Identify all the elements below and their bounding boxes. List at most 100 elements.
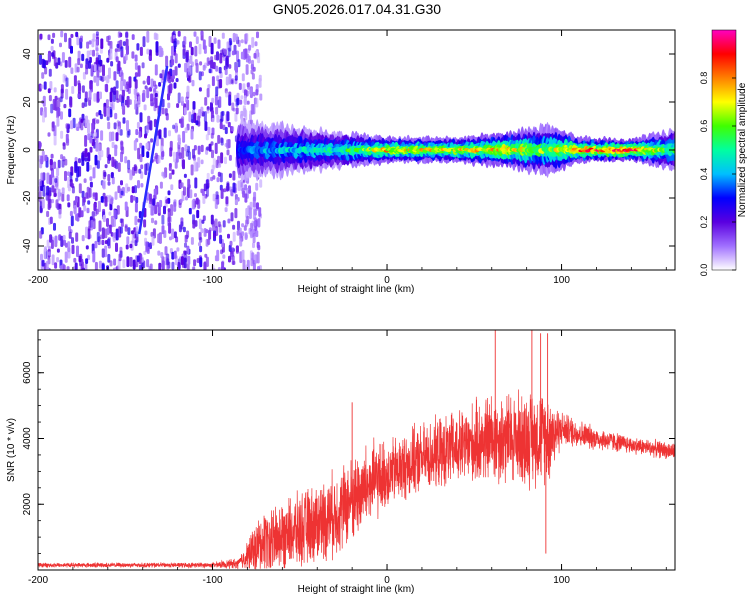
noise-cell [167, 211, 171, 223]
noise-cell [168, 172, 172, 180]
noise-cell [164, 108, 168, 116]
noise-cell [45, 261, 49, 270]
noise-cell [78, 207, 82, 218]
noise-cell [171, 59, 175, 66]
noise-cell [169, 83, 173, 91]
noise-cell [110, 87, 114, 93]
noise-cell [211, 97, 215, 104]
noise-cell [133, 164, 137, 172]
noise-cell [126, 256, 130, 268]
noise-cell [203, 262, 207, 270]
noise-cell [108, 154, 112, 161]
noise-cell [71, 186, 75, 194]
noise-cell [112, 161, 116, 166]
noise-cell [52, 32, 56, 38]
noise-cell [75, 232, 79, 242]
noise-cell [39, 33, 43, 40]
noise-cell [84, 135, 88, 147]
noise-cell [139, 46, 143, 56]
noise-cell [65, 123, 69, 129]
noise-cell [234, 269, 236, 270]
noise-cell [183, 107, 187, 115]
noise-cell [61, 192, 65, 202]
noise-cell [93, 203, 97, 211]
noise-cell [60, 88, 64, 99]
noise-cell [186, 263, 190, 270]
noise-cell [110, 61, 114, 67]
noise-cell [54, 178, 58, 183]
noise-cell [75, 177, 79, 182]
noise-cell [205, 179, 209, 190]
noise-cell [40, 155, 44, 165]
noise-cell [80, 35, 83, 43]
noise-cell [232, 170, 236, 181]
noise-cell [87, 228, 91, 240]
noise-cell [40, 253, 43, 261]
noise-cell [234, 208, 238, 219]
noise-cell [98, 220, 102, 232]
noise-cell [149, 242, 152, 250]
noise-cell [104, 196, 108, 207]
noise-cell [258, 74, 262, 82]
noise-cell [171, 251, 175, 260]
noise-cell [87, 200, 91, 205]
noise-cell [126, 95, 130, 108]
noise-cell [193, 31, 197, 37]
noise-cell [124, 201, 128, 211]
noise-cell [154, 220, 158, 225]
noise-cell [214, 197, 218, 209]
noise-cell [244, 48, 248, 59]
noise-cell [135, 196, 139, 204]
noise-cell [124, 53, 128, 61]
noise-cell [64, 32, 67, 43]
noise-cell [219, 53, 223, 64]
noise-cell [256, 241, 260, 249]
noise-cell [50, 239, 54, 249]
noise-cell [86, 50, 90, 61]
noise-cell [193, 160, 197, 172]
noise-cell [73, 75, 77, 87]
colorbar-gradient [711, 29, 737, 271]
noise-cell [90, 219, 94, 229]
noise-cell [137, 218, 141, 223]
noise-cell [256, 251, 260, 264]
noise-cell [154, 204, 158, 215]
noise-cell [100, 196, 104, 203]
snr-panel: -200 -100 0 100 2000 4000 6000 Height of strai… [6, 329, 676, 595]
noise-cell [235, 199, 238, 205]
noise-cell [115, 56, 119, 63]
noise-cell [192, 266, 196, 270]
noise-cell [150, 102, 154, 107]
noise-cell [75, 213, 78, 221]
noise-cell [153, 99, 157, 112]
noise-cell [92, 167, 96, 179]
noise-cell [109, 48, 113, 60]
noise-cell [204, 97, 208, 106]
noise-cell [89, 181, 93, 188]
noise-cell [177, 63, 181, 68]
noise-cell [243, 95, 247, 106]
noise-cell [74, 161, 78, 174]
noise-cell [158, 262, 162, 270]
noise-cell [173, 82, 177, 89]
noise-cell [88, 90, 92, 101]
noise-cell [174, 53, 178, 64]
noise-cell [107, 121, 111, 130]
y-tick-label: 40 [22, 48, 33, 60]
noise-cell [40, 84, 44, 89]
noise-cell [86, 161, 90, 172]
noise-cell [258, 207, 262, 217]
noise-cell [51, 198, 54, 204]
noise-cell [102, 180, 106, 190]
noise-cell [150, 138, 154, 143]
noise-cell [202, 215, 206, 221]
noise-cell [206, 109, 210, 114]
noise-cell [103, 76, 107, 81]
noise-cell [155, 41, 159, 53]
noise-cell [87, 152, 91, 162]
noise-cell [161, 107, 165, 115]
noise-cell [102, 64, 105, 77]
noise-cell [64, 60, 68, 68]
noise-cell [135, 129, 139, 136]
